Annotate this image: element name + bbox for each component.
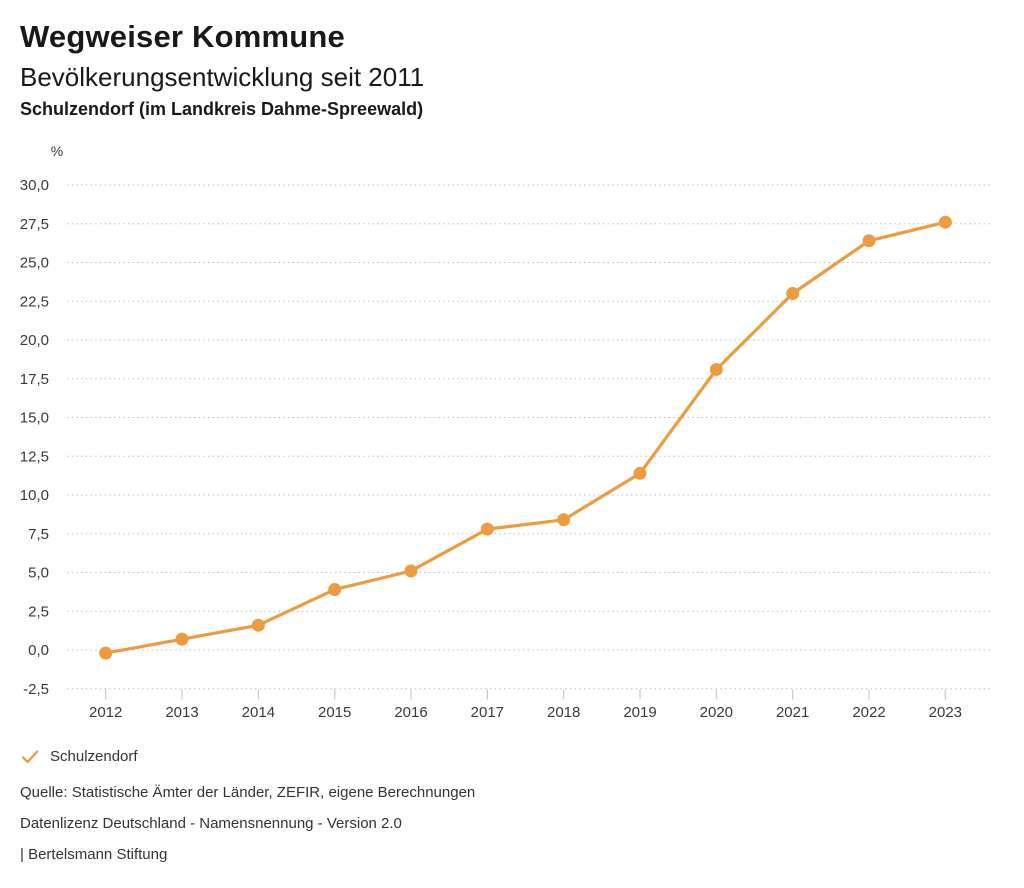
- y-axis-tick-label: -2,5: [23, 681, 49, 698]
- x-axis-tick-label: 2020: [700, 704, 733, 721]
- check-icon: [21, 749, 39, 763]
- data-point-2015[interactable]: [328, 583, 342, 597]
- data-point-2016[interactable]: [404, 564, 418, 578]
- population-trend-chart: % 30,0 27,5 25,0 22,5 20,0 17,5 15,0 12,5 10,0 7,5…: [20, 143, 990, 721]
- x-axis-tick-label: 2016: [394, 704, 427, 721]
- x-axis-tick-label: 2012: [89, 704, 122, 721]
- region-subtitle: Schulzendorf (im Landkreis Dahme-Spreewa…: [20, 99, 424, 119]
- y-axis-tick-label: 0,0: [28, 642, 49, 659]
- y-axis-tick-label: 7,5: [28, 526, 49, 543]
- y-axis-tick-label: 2,5: [28, 603, 49, 620]
- y-axis-tick-label: 30,0: [20, 177, 49, 194]
- x-axis-tick-label: 2023: [929, 704, 962, 721]
- chart-title: Bevölkerungsentwicklung seit 2011: [20, 62, 425, 92]
- trend-line: [104, 220, 947, 655]
- y-axis-tick-label: 10,0: [20, 487, 49, 504]
- y-axis-tick-label: 27,5: [20, 216, 49, 233]
- legend-item-schulzendorf[interactable]: Schulzendorf: [21, 746, 138, 766]
- y-axis-tick-label: 20,0: [20, 332, 49, 349]
- y-axis-tick-label: 22,5: [20, 293, 49, 310]
- data-point-2019[interactable]: [633, 466, 647, 480]
- brand-note: | Bertelsmann Stiftung: [20, 846, 168, 863]
- source-note: Quelle: Statistische Ämter der Länder, Z…: [20, 784, 476, 801]
- data-point-2021[interactable]: [786, 287, 800, 300]
- x-axis-tick-label: 2017: [471, 704, 504, 721]
- x-axis-tick-label: 2018: [547, 704, 580, 721]
- data-point-2018[interactable]: [557, 513, 571, 527]
- data-point-2023[interactable]: [938, 215, 952, 229]
- x-axis-tick-label: 2015: [318, 704, 351, 721]
- y-axis-tick-label: 15,0: [20, 410, 49, 427]
- y-axis-tick-label: 17,5: [20, 371, 49, 388]
- data-point-2020[interactable]: [709, 362, 723, 376]
- license-note: Datenlizenz Deutschland - Namensnennung …: [20, 815, 402, 832]
- data-point-2013[interactable]: [175, 632, 189, 646]
- y-axis-tick-label: 5,0: [28, 565, 49, 582]
- y-axis-tick-label: 12,5: [20, 448, 49, 465]
- data-point-2014[interactable]: [251, 618, 265, 632]
- y-axis-unit-label: %: [51, 143, 63, 159]
- data-point-2017[interactable]: [480, 522, 494, 536]
- app-title: Wegweiser Kommune: [20, 19, 345, 54]
- data-point-2022[interactable]: [862, 234, 876, 248]
- x-axis-tick-label: 2019: [623, 704, 656, 721]
- y-axis-tick-label: 25,0: [20, 255, 49, 272]
- x-axis-tick-label: 2013: [165, 704, 198, 721]
- data-point-2012[interactable]: [99, 646, 113, 660]
- x-axis-tick-label: 2022: [852, 704, 885, 721]
- x-axis-tick-label: 2021: [776, 704, 809, 721]
- x-axis-tick-label: 2014: [242, 704, 275, 721]
- legend-label: Schulzendorf: [50, 747, 138, 765]
